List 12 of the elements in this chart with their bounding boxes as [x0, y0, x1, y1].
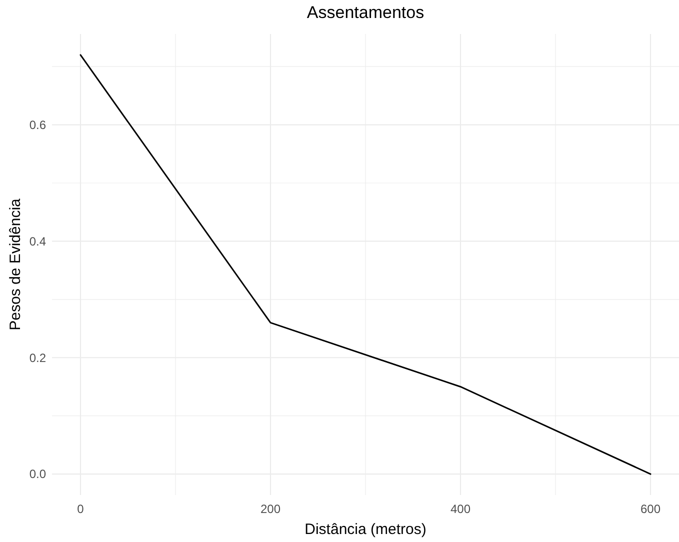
x-axis-title: Distância (metros) — [304, 521, 426, 538]
y-tick-label: 0.4 — [29, 234, 46, 248]
chart-title: Assentamentos — [306, 3, 424, 22]
y-axis-title: Pesos de Evidência — [7, 198, 24, 330]
y-tick-label: 0.2 — [29, 350, 46, 365]
x-tick-label: 200 — [260, 502, 281, 516]
y-tick-label: 0.0 — [29, 467, 46, 482]
x-tick-label: 400 — [450, 502, 471, 516]
x-tick-label: 600 — [640, 502, 661, 516]
x-tick-label: 0 — [77, 502, 84, 516]
line-series — [80, 54, 652, 475]
y-tick-label: 0.6 — [29, 118, 46, 132]
